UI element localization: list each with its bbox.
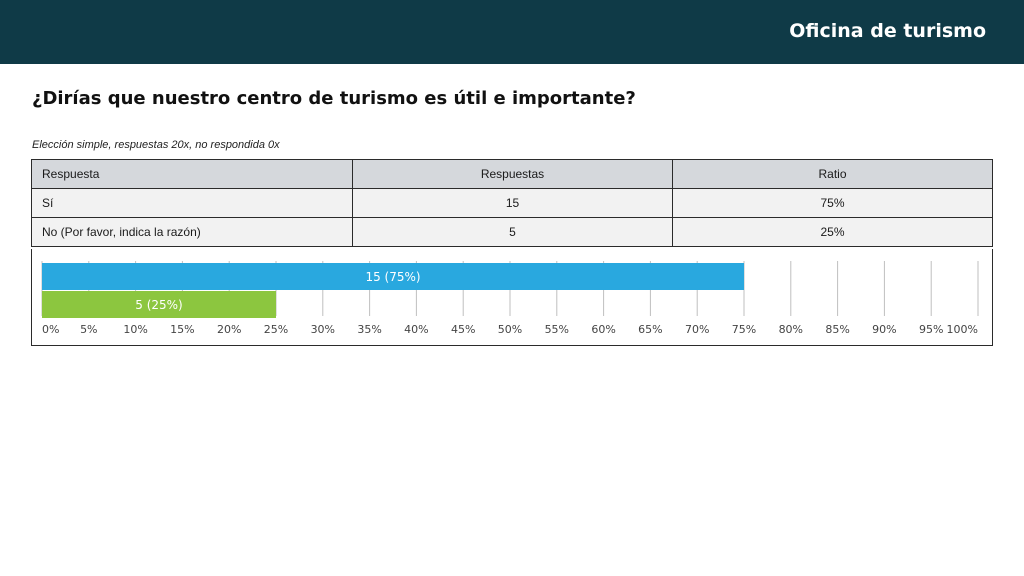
bar <box>42 291 276 318</box>
bar-labels: 15 (75%) 5 (25%) <box>135 270 420 312</box>
column-header-responses: Respuestas <box>352 159 673 189</box>
x-tick-label: 40% <box>404 323 428 336</box>
x-tick-label: 95% <box>919 323 943 336</box>
table-cell-ratio: 75% <box>672 188 993 218</box>
table-cell-ratio: 25% <box>672 217 993 247</box>
x-tick-labels: 0% 5% 10% 15% 20% 25% 30% 35% 40% 45% 50% 55% 60% 65%… <box>42 323 978 336</box>
bars <box>42 263 744 318</box>
x-tick-label: 50% <box>498 323 522 336</box>
bar <box>42 263 744 290</box>
x-tick-label: 80% <box>779 323 803 336</box>
x-tick-label: 20% <box>217 323 241 336</box>
x-tick-label: 85% <box>825 323 849 336</box>
table-row: No (Por favor, indica la razón) 5 25% <box>31 217 993 247</box>
x-tick-label: 10% <box>123 323 147 336</box>
results-table: Respuesta Respuestas Ratio Sí 15 75% No … <box>31 159 993 247</box>
x-tick-label: 5% <box>80 323 97 336</box>
column-header-ratio: Ratio <box>672 159 993 189</box>
question-title: ¿Dirías que nuestro centro de turismo es… <box>32 88 636 109</box>
x-tick-label: 65% <box>638 323 662 336</box>
x-tick-label: 15% <box>170 323 194 336</box>
bar-data-label: 15 (75%) <box>365 270 420 284</box>
x-tick-label: 100% <box>947 323 978 336</box>
x-tick-label: 30% <box>311 323 335 336</box>
x-tick-label: 75% <box>732 323 756 336</box>
bar-chart: 15 (75%) 5 (25%) 0% 5% 10% 15% 20% 25% 30% 35% 40… <box>41 261 979 336</box>
header-title: Oficina de turismo <box>789 20 986 42</box>
x-tick-label: 60% <box>591 323 615 336</box>
table-header-row: Respuesta Respuestas Ratio <box>31 159 993 189</box>
x-tick-label: 70% <box>685 323 709 336</box>
table-cell-answer: No (Por favor, indica la razón) <box>31 217 353 247</box>
x-tick-label: 0% <box>42 323 59 336</box>
x-tick-label: 90% <box>872 323 896 336</box>
column-header-answer: Respuesta <box>31 159 353 189</box>
x-tick-label: 45% <box>451 323 475 336</box>
x-tick-label: 35% <box>357 323 381 336</box>
x-tick-label: 25% <box>264 323 288 336</box>
table-cell-responses: 15 <box>352 188 673 218</box>
header-bar: Oficina de turismo <box>0 0 1024 64</box>
table-cell-responses: 5 <box>352 217 673 247</box>
x-tick-label: 55% <box>545 323 569 336</box>
chart-container: 15 (75%) 5 (25%) 0% 5% 10% 15% 20% 25% 30% 35% 40… <box>31 249 993 346</box>
bar-data-label: 5 (25%) <box>135 298 182 312</box>
table-row: Sí 15 75% <box>31 188 993 218</box>
table-cell-answer: Sí <box>31 188 353 218</box>
question-meta: Elección simple, respuestas 20x, no resp… <box>32 139 280 151</box>
